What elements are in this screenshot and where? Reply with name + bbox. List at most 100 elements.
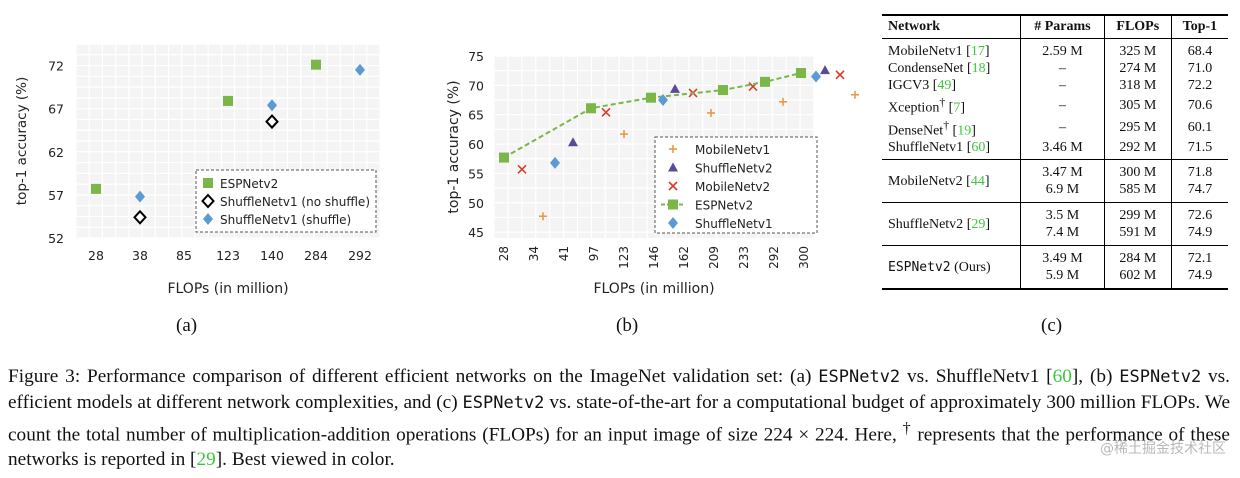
y-tick-label: 52 [48, 231, 64, 246]
legend-marker [201, 193, 215, 209]
x-tick-label: 284 [304, 248, 328, 263]
data-point [760, 76, 770, 87]
top1-cell: 72.1 74.9 [1171, 246, 1228, 290]
data-point [135, 190, 145, 203]
params-cell: 2.59 M [1020, 38, 1105, 60]
data-point [586, 103, 596, 114]
params-cell-value: 6.9 M [1045, 182, 1080, 198]
data-point [820, 65, 830, 75]
network-name: ESPNetv2 [888, 259, 951, 275]
network-name: Xception [888, 100, 940, 116]
x-tick-label: 123 [617, 246, 631, 269]
network-name-cell: IGCV3 [49] [882, 77, 1022, 94]
params-cell: – [1020, 116, 1105, 140]
legend-marker [668, 181, 678, 191]
table-group-espnetv2: ESPNetv2 (Ours) 3.49 M 5.9 M 284 M 602 M 72.1… [882, 245, 1228, 290]
params-cell-value: 5.9 M [1045, 268, 1080, 284]
data-point [91, 183, 101, 194]
legend-box [195, 169, 377, 233]
top1-cell: 71.8 74.7 [1171, 160, 1228, 203]
network-name-cell: MobileNetv2 [44] [882, 159, 1022, 203]
params-cell: – [1020, 94, 1105, 117]
chart-a-svg: 52 57 62 67 72 28 38 85 123 140 284 292 top-1 accura… [14, 43, 381, 297]
citation-link[interactable]: 49 [937, 78, 952, 93]
table-row: ESPNetv2 (Ours) 3.49 M 5.9 M 284 M 602 M 72.1… [882, 245, 1228, 290]
citation-link[interactable]: 17 [970, 44, 985, 59]
legend-box [654, 136, 818, 234]
top1-cell: 72.6 74.9 [1171, 203, 1228, 246]
chart-b-sublabel: (b) [616, 315, 639, 336]
params-cell-value: – [1058, 61, 1066, 76]
data-point [601, 107, 611, 117]
x-tick-label: 34 [527, 246, 541, 261]
caption-text-4: vs. efficient models at different networ… [8, 366, 1230, 413]
caption-ref-1[interactable]: 60 [1052, 366, 1072, 387]
data-point [568, 137, 578, 147]
x-tick-label: 292 [767, 246, 781, 269]
caption-ref-2[interactable]: 29 [196, 449, 216, 471]
caption-model-name-1: ESPNetv2 [818, 367, 901, 387]
data-point [811, 70, 821, 83]
citation-link[interactable]: 44 [970, 173, 985, 189]
caption-text-6: represents that the performance of these… [8, 424, 1230, 471]
y-tick-label: 70 [468, 78, 484, 93]
flops-cell: 325 M [1104, 38, 1172, 60]
table-row: MobileNetv2 [44] 3.47 M 6.9 M 300 M 585 M 71.… [882, 159, 1228, 203]
data-point [265, 114, 279, 130]
data-point [835, 70, 845, 80]
network-name: MobileNetv2 [888, 173, 963, 189]
y-tick-label: 75 [468, 49, 484, 64]
flops-cell-value: 292 M [1119, 140, 1157, 156]
table-row: Xception† [7] – 305 M 70.6 [882, 94, 1228, 117]
top1-cell-value: 72.1 [1187, 251, 1213, 267]
flops-cell: 292 M [1104, 139, 1172, 160]
caption-text-2: vs. ShuffleNetv1 [ [900, 366, 1053, 387]
caption-model-name-3: ESPNetv2 [462, 393, 545, 413]
network-name-cell: ShuffleNetv1 [60] [882, 139, 1022, 160]
data-point [796, 68, 806, 79]
x-tick-label: 140 [260, 248, 284, 263]
chart-a-sublabel: (a) [176, 315, 198, 336]
x-tick-label: 300 [797, 246, 811, 269]
table-group-shufflenetv2: ShuffleNetv2 [29] 3.5 M 7.4 M 299 M 591 M 72.… [882, 202, 1228, 246]
chart-b-svg: 45 50 55 60 65 70 75 28 34 41 97 123 146 162 209 233 292… [446, 49, 859, 297]
data-point [517, 164, 527, 174]
citation-link[interactable]: 18 [971, 61, 986, 76]
citation-link[interactable]: 19 [957, 123, 972, 139]
params-cell-value: – [1058, 120, 1066, 136]
top1-cell-value: 74.9 [1187, 225, 1213, 241]
params-cell: 3.49 M 5.9 M [1020, 245, 1105, 290]
top1-cell-value: 71.8 [1187, 165, 1213, 181]
data-point [499, 152, 509, 163]
y-tick-label: 67 [48, 102, 64, 117]
flops-cell-value: 318 M [1119, 78, 1157, 93]
top1-cell-value: 68.4 [1187, 44, 1213, 59]
y-axis-label: top-1 accuracy (%) [446, 80, 462, 213]
citation-link[interactable]: 60 [971, 140, 986, 156]
legend-label: ESPNetv2 [220, 177, 278, 191]
citation-link[interactable]: 29 [971, 216, 986, 232]
x-tick-label: 292 [348, 248, 372, 263]
params-cell-value: 3.5 M [1045, 208, 1080, 224]
params-cell: 3.46 M [1020, 139, 1105, 160]
y-tick-label: 65 [468, 108, 484, 123]
top1-cell-value: 74.9 [1187, 268, 1213, 284]
network-name-cell: ESPNetv2 (Ours) [882, 245, 1022, 290]
citation-link[interactable]: 7 [953, 100, 961, 116]
y-tick-label: 62 [48, 145, 64, 160]
network-name-cell: Xception† [7] [882, 94, 1022, 117]
y-axis-label: top-1 accuracy (%) [14, 77, 30, 205]
flops-cell-value: 274 M [1119, 61, 1157, 76]
top1-cell: 72.2 [1171, 77, 1228, 94]
data-point [355, 63, 365, 76]
top1-cell: 60.1 [1171, 117, 1228, 140]
data-point [620, 130, 628, 139]
col-header-params: # Params [1020, 15, 1105, 39]
site-watermark: @稀土掘金技术社区 [1100, 441, 1226, 457]
flops-cell-value: 300 M [1119, 165, 1157, 181]
caption-text-1: Figure 3: Performance comparison of diff… [8, 366, 819, 387]
data-point [851, 90, 859, 99]
x-tick-label: 38 [132, 248, 148, 263]
params-cell: – [1020, 60, 1105, 77]
params-cell-value: 3.49 M [1042, 251, 1083, 267]
